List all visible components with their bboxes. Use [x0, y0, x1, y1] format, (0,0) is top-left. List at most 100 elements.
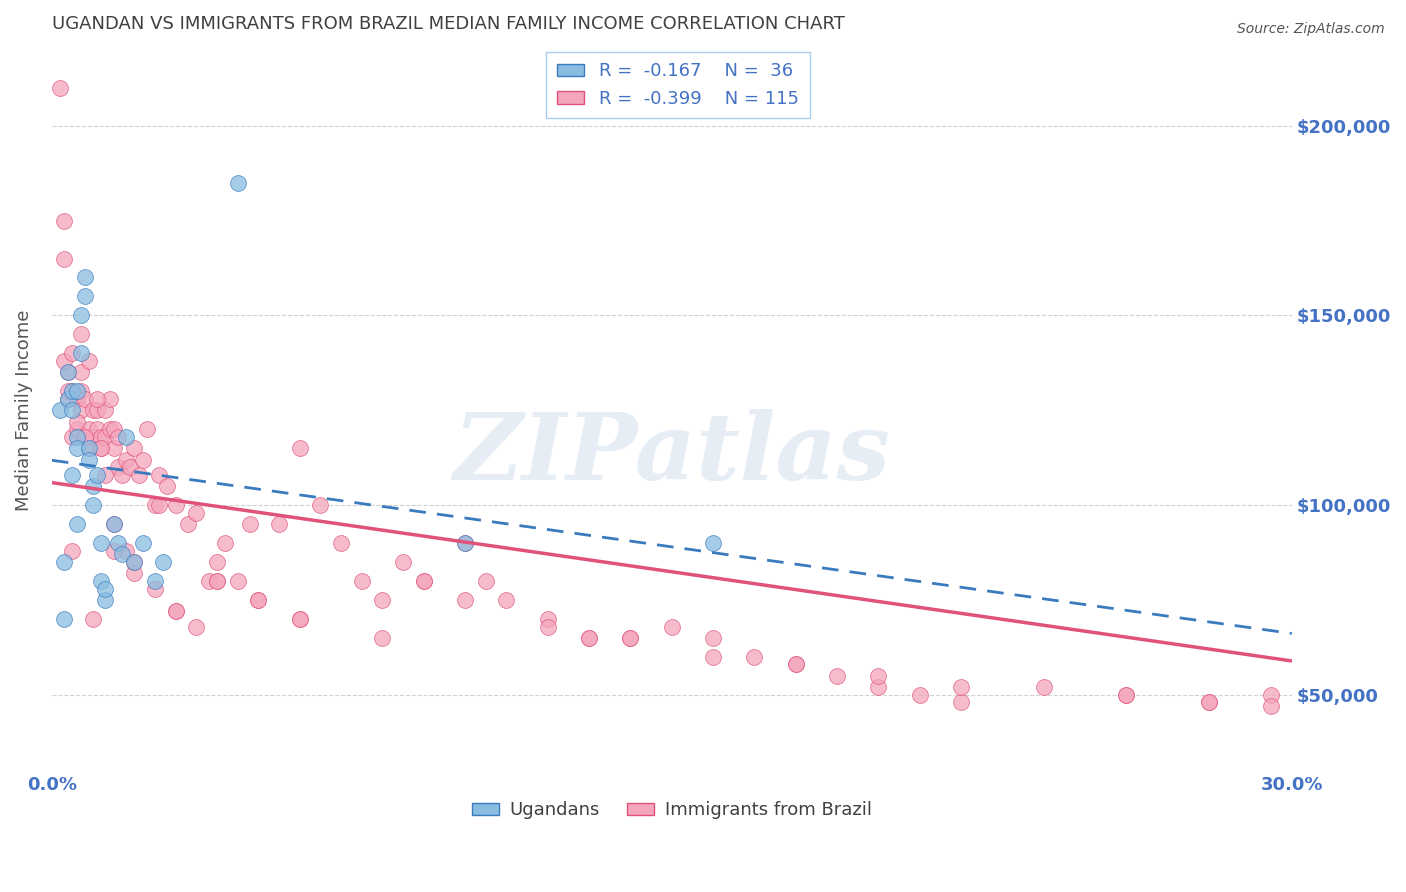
Point	[69, 327, 91, 342]
Point	[205, 574, 228, 588]
Point	[94, 403, 117, 417]
Point	[58, 384, 80, 399]
Point	[214, 536, 236, 550]
Point	[53, 612, 76, 626]
Point	[77, 354, 100, 368]
Point	[143, 582, 166, 596]
Point	[661, 619, 683, 633]
Point	[103, 517, 125, 532]
Point	[107, 536, 129, 550]
Point	[73, 270, 96, 285]
Text: ZIPatlas: ZIPatlas	[453, 409, 890, 499]
Point	[73, 430, 96, 444]
Point	[124, 566, 146, 581]
Point	[65, 415, 87, 429]
Point	[49, 403, 72, 417]
Point	[1260, 699, 1282, 714]
Point	[73, 430, 96, 444]
Point	[148, 467, 170, 482]
Point	[371, 593, 394, 607]
Point	[58, 365, 80, 379]
Point	[239, 517, 262, 532]
Point	[578, 631, 600, 645]
Point	[186, 619, 208, 633]
Point	[94, 593, 117, 607]
Point	[86, 467, 108, 482]
Point	[98, 422, 121, 436]
Point	[156, 479, 179, 493]
Point	[744, 649, 766, 664]
Point	[785, 657, 807, 672]
Point	[454, 536, 477, 550]
Point	[128, 467, 150, 482]
Point	[77, 422, 100, 436]
Point	[111, 548, 134, 562]
Point	[198, 574, 221, 588]
Point	[73, 392, 96, 406]
Point	[702, 649, 724, 664]
Legend: Ugandans, Immigrants from Brazil: Ugandans, Immigrants from Brazil	[464, 794, 879, 827]
Point	[537, 619, 560, 633]
Point	[143, 498, 166, 512]
Point	[53, 354, 76, 368]
Point	[247, 593, 270, 607]
Point	[65, 430, 87, 444]
Point	[124, 555, 146, 569]
Point	[115, 430, 138, 444]
Text: UGANDAN VS IMMIGRANTS FROM BRAZIL MEDIAN FAMILY INCOME CORRELATION CHART: UGANDAN VS IMMIGRANTS FROM BRAZIL MEDIAN…	[52, 15, 845, 33]
Point	[94, 467, 117, 482]
Point	[288, 612, 311, 626]
Point	[69, 365, 91, 379]
Point	[82, 403, 104, 417]
Point	[120, 460, 142, 475]
Point	[107, 460, 129, 475]
Point	[53, 213, 76, 227]
Point	[58, 392, 80, 406]
Point	[702, 631, 724, 645]
Point	[65, 392, 87, 406]
Point	[53, 555, 76, 569]
Point	[267, 517, 290, 532]
Point	[578, 631, 600, 645]
Point	[825, 669, 848, 683]
Point	[412, 574, 434, 588]
Point	[868, 669, 890, 683]
Point	[226, 176, 249, 190]
Point	[82, 430, 104, 444]
Point	[205, 555, 228, 569]
Point	[143, 574, 166, 588]
Point	[65, 517, 87, 532]
Text: Source: ZipAtlas.com: Source: ZipAtlas.com	[1237, 22, 1385, 37]
Point	[69, 384, 91, 399]
Point	[90, 574, 112, 588]
Point	[82, 612, 104, 626]
Point	[350, 574, 373, 588]
Point	[62, 467, 84, 482]
Point	[62, 403, 84, 417]
Point	[111, 467, 134, 482]
Point	[702, 536, 724, 550]
Point	[62, 346, 84, 360]
Point	[124, 441, 146, 455]
Point	[1260, 688, 1282, 702]
Point	[86, 403, 108, 417]
Point	[65, 422, 87, 436]
Point	[115, 452, 138, 467]
Point	[474, 574, 496, 588]
Point	[73, 289, 96, 303]
Point	[124, 555, 146, 569]
Point	[65, 384, 87, 399]
Point	[103, 517, 125, 532]
Point	[94, 582, 117, 596]
Point	[205, 574, 228, 588]
Point	[135, 422, 157, 436]
Point	[165, 604, 187, 618]
Point	[950, 680, 973, 694]
Point	[1198, 695, 1220, 709]
Point	[165, 604, 187, 618]
Point	[77, 441, 100, 455]
Point	[1115, 688, 1137, 702]
Point	[103, 543, 125, 558]
Point	[77, 441, 100, 455]
Point	[90, 430, 112, 444]
